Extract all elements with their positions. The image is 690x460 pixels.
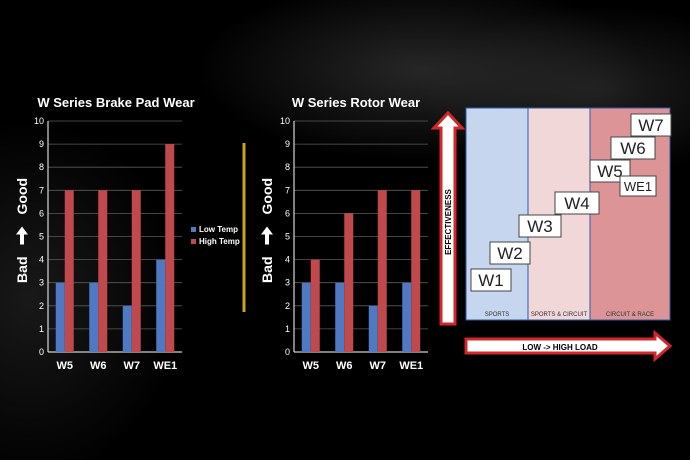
y-tick-label: 2 [39,301,44,311]
bar-low-temp-w5 [55,282,65,352]
product-label-we1: WE1 [624,179,652,194]
product-label-w6: W6 [620,139,646,158]
zone-label-sports: SPORTS [485,312,510,318]
y-tick-label: 10 [34,116,44,126]
bar-high-temp-w6 [98,190,108,352]
y-tick-label: 7 [285,185,290,195]
product-box-w7: W7 [630,113,672,137]
bar-high-temp-w5 [64,190,74,352]
arrow-icon [16,226,28,245]
bar-low-temp-w5 [301,282,311,352]
y-tick-label: 1 [285,324,290,334]
y-tick-label: 5 [285,232,290,242]
y-tick-label: 3 [39,278,44,288]
y-tick-label: 2 [285,301,290,311]
x-tick-label: W6 [90,360,107,372]
bar-low-temp-w7 [368,305,378,352]
zone-label-sports-circuit: SPORTS & CIRCUIT [531,312,588,318]
legend-swatch [191,227,196,232]
chart-title: W Series Rotor Wear [292,95,420,110]
zone-label-circuit-race: CIRCUIT & RACE [606,312,654,318]
y-tick-label: 7 [39,185,44,195]
x-tick-label: WE1 [153,360,177,372]
bar-low-temp-we1 [156,259,166,352]
bar-high-temp-w6 [344,213,354,352]
y-tick-label: 6 [39,208,44,218]
product-label-w2: W2 [497,244,523,263]
y-label-bad: Bad [259,257,275,283]
x-tick-label: W6 [336,360,353,372]
x-tick-label: WE1 [399,360,423,372]
y-tick-label: 8 [39,162,44,172]
y-tick-label: 0 [39,347,44,357]
product-box-w1: W1 [470,268,512,292]
product-box-we1: WE1 [619,175,657,197]
y-tick-label: 5 [39,232,44,242]
effectiveness-arrow: EFFECTIVENESS [430,110,466,326]
load-label: LOW -> HIGH LOAD [522,343,598,352]
product-label-w5: W5 [597,162,623,181]
product-label-w1: W1 [478,271,504,290]
product-label-w3: W3 [527,217,553,236]
y-tick-label: 3 [285,278,290,288]
bar-low-temp-w6 [335,282,345,352]
y-label-bad: Bad [14,257,30,283]
product-box-w4: W4 [554,191,600,215]
bar-high-temp-w7 [377,190,387,352]
product-box-w2: W2 [489,241,531,265]
product-box-w3: W3 [518,214,562,238]
x-tick-label: W5 [303,360,320,372]
y-tick-label: 6 [285,208,290,218]
product-label-w4: W4 [564,194,590,213]
bar-low-temp-we1 [402,282,412,352]
positioning-diagram: SPORTS SPORTS & CIRCUIT CIRCUIT & RACE W… [430,107,673,363]
y-tick-label: 4 [285,255,290,265]
product-box-w6: W6 [610,136,656,160]
x-tick-label: W5 [57,360,74,372]
bar-high-temp-w7 [131,190,141,352]
y-tick-label: 1 [39,324,44,334]
y-tick-label: 8 [285,162,290,172]
y-axis-label: Bad Good [14,178,30,283]
y-axis-label: Bad Good [259,178,275,283]
legend-label: Low Temp [199,225,238,234]
bar-low-temp-w7 [122,305,132,352]
y-tick-label: 9 [285,139,290,149]
x-tick-label: W7 [124,360,141,372]
y-label-good: Good [259,178,275,215]
y-tick-label: 10 [280,116,290,126]
y-label-good: Good [14,178,30,215]
y-tick-label: 4 [39,255,44,265]
rotor-wear-chart: W Series Rotor Wear 0 1 2 3 4 5 6 7 8 9 10 W5 W6 W7 WE1… [259,95,428,372]
x-tick-label: W7 [370,360,387,372]
chart-title: W Series Brake Pad Wear [37,95,194,110]
legend-swatch [191,239,196,244]
bar-low-temp-w6 [89,282,99,352]
legend-label: High Temp [199,237,240,246]
bar-high-temp-we1 [165,144,175,352]
arrow-icon [261,226,273,245]
bar-high-temp-w5 [310,259,320,352]
product-label-w7: W7 [638,116,664,135]
brake-pad-wear-chart: W Series Brake Pad Wear 0 1 2 3 4 5 6 7 8 9 10 W5 W6 W… [14,95,240,372]
y-tick-label: 9 [39,139,44,149]
load-arrow: LOW -> HIGH LOAD [464,329,673,363]
y-tick-label: 0 [285,347,290,357]
bar-high-temp-we1 [411,190,421,352]
effectiveness-label: EFFECTIVENESS [444,188,453,254]
